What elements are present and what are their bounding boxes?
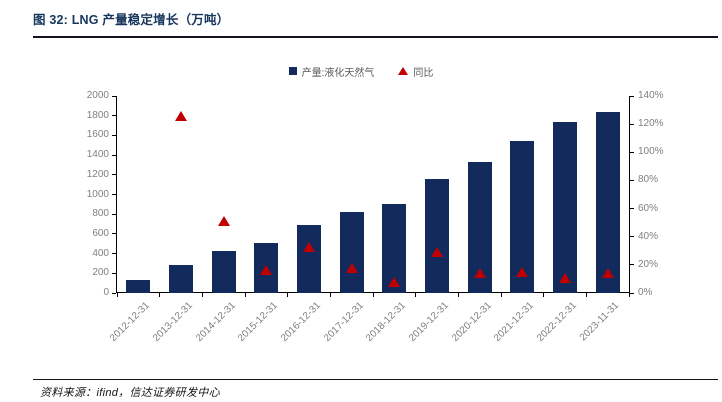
- x-axis-tick: [244, 293, 246, 297]
- yoy-marker: [260, 265, 273, 276]
- chart-legend: 产量:液化天然气 同比: [0, 63, 722, 79]
- bar: [126, 280, 151, 293]
- x-axis-tick: [628, 293, 630, 297]
- bar: [297, 225, 321, 293]
- y-axis-tick: [112, 134, 116, 136]
- y-axis-tick: [112, 213, 116, 215]
- y-axis-tick: [112, 174, 116, 176]
- y-axis-right-tick-label: 120%: [638, 118, 664, 130]
- y-axis-tick-label: 200: [92, 267, 109, 279]
- x-axis-label: 2016-12-31: [278, 300, 323, 344]
- x-axis-label: 2012-12-31: [108, 300, 153, 344]
- x-axis-tick: [415, 293, 417, 297]
- yoy-marker: [388, 276, 401, 287]
- y-axis-tick-label: 0: [103, 287, 109, 298]
- x-axis-label: 2015-12-31: [236, 300, 281, 344]
- legend-item: 产量:液化天然气: [288, 64, 375, 79]
- y-axis-right-tick-label: 20%: [638, 258, 659, 270]
- square-icon: [288, 67, 297, 75]
- y-axis-right: [629, 96, 630, 293]
- y-axis-right-tick: [630, 236, 634, 238]
- footer-divider: [33, 379, 718, 380]
- yoy-marker: [601, 268, 614, 279]
- y-axis-tick: [112, 272, 116, 274]
- x-axis-tick: [585, 293, 587, 297]
- y-axis-right-tick-label: 140%: [638, 90, 664, 101]
- y-axis-tick-label: 1000: [86, 188, 109, 200]
- x-axis-tick: [543, 293, 545, 297]
- x-axis-label: 2023-11-31: [578, 300, 622, 344]
- x-axis-label: 2020-12-31: [449, 300, 494, 344]
- legend-label: 同比: [413, 67, 434, 79]
- y-axis-tick-label: 1600: [86, 129, 109, 141]
- yoy-marker: [217, 216, 230, 227]
- x-axis-label: 2014-12-31: [193, 300, 238, 344]
- yoy-marker: [516, 266, 529, 277]
- y-axis-left: [116, 96, 117, 293]
- y-axis-right-tick: [630, 292, 634, 294]
- y-axis-right-tick-label: 40%: [638, 230, 659, 242]
- bar: [169, 265, 193, 293]
- y-axis-right-tick: [630, 95, 634, 97]
- x-axis-tick: [500, 293, 502, 297]
- title-divider: [33, 36, 718, 38]
- y-axis-right-tick: [630, 208, 634, 210]
- y-axis-right-tick: [630, 179, 634, 181]
- y-axis-tick-label: 800: [92, 208, 109, 220]
- y-axis-right-tick: [630, 264, 634, 266]
- x-axis-label: 2018-12-31: [364, 300, 409, 344]
- bar: [211, 250, 236, 293]
- y-axis-right-tick-label: 60%: [638, 202, 659, 214]
- y-axis-tick-label: 600: [92, 227, 109, 239]
- y-axis-tick: [112, 194, 116, 195]
- yoy-marker: [175, 110, 187, 121]
- bar: [339, 212, 364, 293]
- source-note: 资料来源：ifind，信达证券研发中心: [40, 387, 220, 399]
- y-axis-tick-label: 1400: [86, 149, 109, 161]
- y-axis-tick-label: 400: [92, 247, 109, 259]
- yoy-marker: [431, 247, 443, 258]
- y-axis-tick: [112, 115, 116, 117]
- y-axis-tick-label: 2000: [86, 90, 109, 101]
- y-axis-right-tick-label: 100%: [638, 146, 664, 158]
- bar: [553, 121, 577, 293]
- x-axis-tick: [287, 293, 289, 297]
- x-axis-tick: [372, 293, 374, 297]
- yoy-marker: [345, 262, 358, 273]
- legend-item: 同比: [398, 64, 433, 79]
- bar: [425, 178, 449, 293]
- y-axis-right-tick-label: 80%: [638, 174, 659, 186]
- y-axis-tick-label: 1800: [86, 109, 109, 121]
- x-axis-tick: [159, 293, 161, 297]
- yoy-marker: [473, 268, 486, 279]
- y-axis-tick: [112, 95, 116, 97]
- x-axis: [116, 292, 630, 293]
- x-axis-label: 2019-12-31: [406, 300, 451, 344]
- x-axis-label: 2021-12-31: [492, 300, 537, 344]
- x-axis-label: 2017-12-31: [321, 300, 366, 344]
- figure-title: 图 32: LNG 产量稳定增长（万吨）: [33, 13, 230, 27]
- yoy-marker: [303, 241, 315, 252]
- plot-area: 0 200 400 600 800 1000 1200 1400 1600 1800 2000 0% 2…: [87, 90, 664, 344]
- x-axis-tick: [329, 293, 331, 297]
- y-axis-right-tick-label: 0%: [638, 287, 653, 298]
- y-axis-right-tick: [630, 123, 634, 125]
- y-axis-right-tick: [630, 151, 634, 153]
- y-axis-tick: [112, 233, 116, 235]
- x-axis-tick: [201, 293, 203, 297]
- x-axis-tick: [457, 293, 459, 297]
- x-axis-label: 2022-12-31: [534, 300, 579, 344]
- y-axis-tick-label: 1200: [86, 168, 109, 180]
- bar: [595, 111, 620, 293]
- yoy-marker: [559, 272, 571, 283]
- x-axis-label: 2013-12-31: [150, 300, 195, 344]
- y-axis-tick: [112, 292, 116, 294]
- triangle-icon: [398, 67, 409, 75]
- y-axis-tick: [112, 253, 116, 255]
- y-axis-tick: [112, 154, 116, 156]
- legend-label: 产量:液化天然气: [301, 67, 375, 79]
- x-axis-tick: [116, 293, 118, 297]
